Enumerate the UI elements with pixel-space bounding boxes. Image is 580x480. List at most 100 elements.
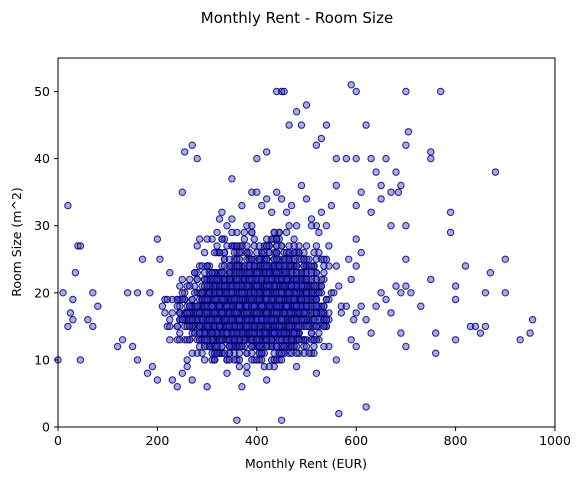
- data-point: [307, 262, 316, 270]
- data-point: [265, 362, 273, 371]
- data-point: [387, 188, 395, 196]
- data-point: [258, 201, 266, 210]
- data-point: [181, 148, 189, 156]
- data-point: [200, 275, 209, 284]
- data-point: [382, 154, 390, 163]
- data-point: [277, 349, 286, 357]
- data-point: [76, 356, 85, 364]
- data-point: [292, 342, 301, 351]
- data-point: [270, 329, 278, 337]
- data-point: [183, 356, 191, 364]
- data-point: [352, 87, 360, 96]
- data-point: [200, 356, 209, 364]
- data-point: [382, 295, 390, 304]
- data-point: [285, 342, 293, 351]
- data-point: [367, 154, 375, 163]
- data-point: [404, 128, 413, 136]
- data-point: [302, 242, 311, 250]
- data-point: [263, 309, 271, 317]
- data-point: [233, 329, 241, 337]
- data-point: [248, 349, 256, 357]
- data-point: [253, 269, 261, 277]
- data-point: [233, 242, 241, 250]
- data-point: [282, 228, 291, 237]
- data-point: [342, 302, 350, 310]
- data-points: [54, 81, 537, 424]
- data-point: [215, 302, 224, 310]
- data-point: [300, 255, 308, 263]
- data-point: [225, 322, 234, 331]
- data-point: [173, 383, 182, 391]
- data-point: [203, 383, 211, 391]
- data-point: [235, 356, 244, 364]
- data-point: [357, 188, 365, 196]
- data-point: [250, 235, 259, 243]
- data-point: [243, 248, 251, 257]
- data-point: [263, 342, 271, 351]
- data-point: [282, 208, 291, 217]
- data-point: [225, 342, 234, 351]
- data-point: [210, 248, 219, 257]
- data-point: [387, 222, 395, 230]
- data-point: [312, 141, 321, 149]
- data-point: [307, 329, 316, 337]
- data-point: [501, 255, 509, 263]
- data-point: [168, 295, 177, 304]
- data-point: [280, 87, 288, 96]
- data-point: [250, 329, 259, 337]
- data-point: [335, 282, 343, 290]
- data-point: [213, 342, 221, 351]
- data-point: [320, 342, 328, 351]
- data-point: [290, 242, 298, 250]
- data-point: [243, 309, 251, 317]
- data-point: [203, 262, 211, 270]
- data-point: [295, 309, 303, 317]
- data-point: [203, 336, 211, 344]
- data-point: [205, 289, 214, 297]
- data-point: [235, 349, 244, 357]
- data-point: [312, 295, 321, 304]
- data-point: [277, 416, 286, 424]
- data-point: [280, 282, 288, 290]
- data-point: [188, 349, 196, 357]
- data-point: [427, 275, 435, 284]
- data-point: [312, 322, 321, 331]
- data-point: [128, 342, 137, 351]
- data-point: [178, 295, 187, 304]
- data-point: [332, 154, 340, 163]
- data-point: [275, 295, 283, 304]
- data-point: [335, 409, 343, 418]
- data-point: [223, 302, 231, 310]
- data-point: [173, 336, 182, 344]
- data-point: [248, 342, 256, 351]
- data-point: [253, 282, 261, 290]
- data-point: [402, 141, 410, 149]
- data-point: [352, 262, 360, 270]
- data-point: [362, 403, 370, 411]
- data-point: [320, 255, 328, 263]
- data-point: [258, 349, 266, 357]
- data-point: [402, 342, 410, 351]
- data-point: [183, 336, 191, 344]
- data-point: [302, 195, 311, 203]
- data-point: [69, 316, 77, 324]
- data-point: [461, 262, 470, 270]
- data-point: [188, 316, 196, 324]
- data-point: [84, 316, 92, 324]
- data-point: [451, 295, 460, 304]
- data-point: [292, 275, 301, 284]
- data-point: [156, 255, 164, 263]
- data-point: [230, 336, 239, 344]
- data-point: [200, 248, 209, 257]
- data-point: [277, 275, 286, 284]
- data-point: [233, 262, 241, 270]
- data-point: [402, 222, 410, 230]
- data-point: [325, 342, 333, 351]
- y-tick-label: 10: [34, 352, 50, 367]
- data-point: [223, 222, 231, 230]
- data-point: [64, 322, 72, 331]
- data-point: [292, 302, 301, 310]
- data-point: [317, 208, 326, 217]
- data-point: [345, 255, 353, 263]
- data-point: [275, 262, 283, 270]
